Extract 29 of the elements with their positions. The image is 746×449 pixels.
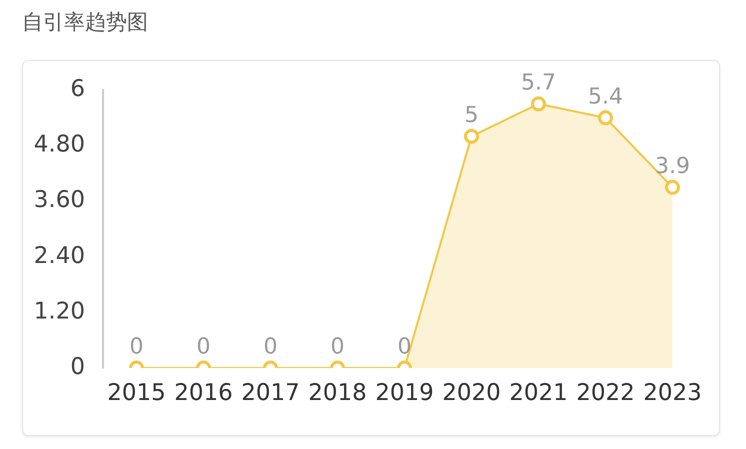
x-tick-label: 2016 — [174, 380, 233, 406]
data-label: 5 — [464, 103, 478, 128]
chart-title: 自引率趋势图 — [22, 9, 148, 36]
data-label: 0 — [330, 334, 344, 360]
y-tick-label: 2.40 — [34, 242, 85, 269]
data-label: 0 — [398, 334, 412, 360]
point — [464, 128, 479, 144]
data-label: 0 — [130, 334, 144, 360]
x-tick-label: 2023 — [643, 380, 702, 406]
y-tick-label: 1.20 — [34, 298, 85, 324]
y-tick-label: 6 — [70, 76, 85, 102]
x-tick-label: 2017 — [241, 380, 300, 406]
y-tick-label: 0 — [70, 354, 85, 380]
data-label: 5.7 — [521, 70, 556, 96]
x-tick-label: 2020 — [442, 380, 501, 406]
x-tick-label: 2019 — [375, 380, 434, 406]
x-tick-label: 2015 — [107, 380, 166, 406]
y-tick-label: 3.60 — [34, 187, 85, 214]
point — [665, 180, 680, 195]
data-label: 0 — [264, 334, 278, 360]
data-label: 0 — [196, 334, 210, 360]
x-tick-label: 2021 — [509, 380, 568, 406]
data-label: 3.9 — [655, 154, 690, 180]
point — [598, 110, 613, 126]
y-tick-label: 4.80 — [34, 132, 85, 158]
x-tick-label: 2022 — [576, 380, 635, 406]
x-tick-label: 2018 — [308, 380, 367, 406]
data-label: 5.4 — [588, 84, 623, 110]
point — [531, 96, 546, 112]
